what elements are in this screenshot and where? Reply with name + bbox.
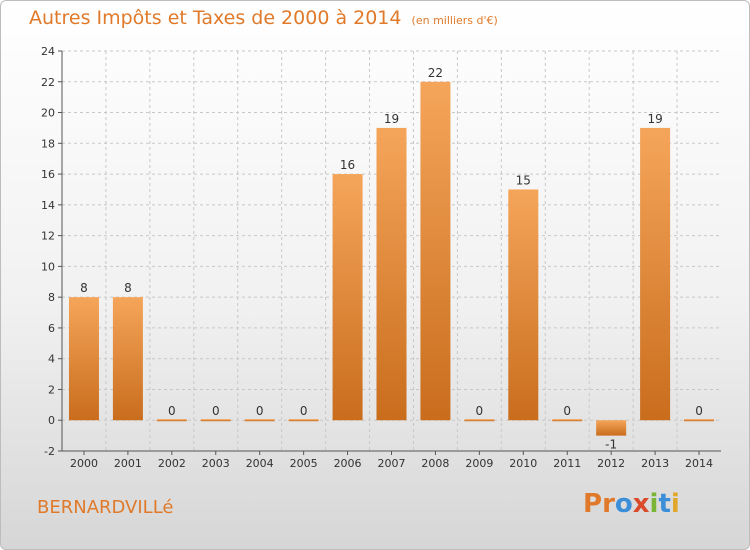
data-label: 8 (124, 281, 132, 295)
y-tick-label: 12 (41, 230, 55, 243)
logo-letter: t (658, 489, 671, 519)
logo-letter: r (602, 489, 615, 519)
y-tick-label: 6 (48, 322, 55, 335)
logo-letter: x (632, 489, 650, 519)
bar (420, 81, 451, 421)
bar (156, 419, 187, 422)
bar (332, 174, 363, 421)
bar (684, 419, 715, 422)
x-tick-label: 2012 (597, 457, 625, 470)
commune-name: BERNARDVILLé (37, 497, 174, 518)
x-tick-label: 2002 (158, 457, 186, 470)
x-tick-label: 2010 (509, 457, 537, 470)
y-tick-label: 10 (41, 260, 55, 273)
bar (640, 127, 671, 421)
data-label: 0 (212, 404, 220, 418)
proxiti-logo: Proxiti (583, 489, 680, 519)
data-label: 0 (695, 404, 703, 418)
bar (552, 419, 583, 422)
chart-unit: (en milliers d'€) (411, 14, 498, 27)
x-tick-label: 2008 (421, 457, 449, 470)
data-label: 16 (340, 158, 355, 172)
data-label: 19 (647, 112, 662, 126)
x-tick-label: 2000 (70, 457, 98, 470)
y-tick-label: 2 (48, 383, 55, 396)
bars (68, 81, 715, 436)
bar (508, 189, 539, 421)
x-tick-label: 2009 (465, 457, 493, 470)
x-tick-label: 2006 (334, 457, 362, 470)
data-label: -1 (605, 438, 617, 452)
bar (376, 127, 407, 421)
bar (596, 420, 627, 436)
data-label: 0 (563, 404, 571, 418)
y-tick-label: -2 (44, 445, 55, 458)
logo-letter: o (614, 489, 633, 519)
logo-letter: i (670, 489, 680, 519)
y-tick-label: 20 (41, 107, 55, 120)
data-label: 0 (256, 404, 264, 418)
bar (244, 419, 275, 422)
data-label: 15 (516, 173, 531, 187)
y-tick-label: 22 (41, 76, 55, 89)
data-label: 22 (428, 66, 443, 80)
data-label: 0 (476, 404, 484, 418)
bar (112, 297, 143, 421)
logo-letter: i (649, 489, 659, 519)
data-labels: 8 8 0 0 0 0 16 19 22 0 15 0 -1 19 0 (80, 66, 703, 452)
bar (200, 419, 231, 422)
y-tick-label: 24 (41, 45, 55, 58)
data-label: 0 (168, 404, 176, 418)
x-tick-label: 2013 (641, 457, 669, 470)
x-tick-label: 2001 (114, 457, 142, 470)
y-tick-label: 18 (41, 137, 55, 150)
y-tick-label: 0 (48, 414, 55, 427)
x-tick-label: 2004 (246, 457, 274, 470)
grid-lines (62, 50, 721, 452)
x-tick-label: 2014 (685, 457, 713, 470)
chart-title: Autres Impôts et Taxes de 2000 à 2014 (e… (29, 7, 498, 29)
data-label: 8 (80, 281, 88, 295)
y-tick-label: 4 (48, 353, 55, 366)
y-tick-label: 16 (41, 168, 55, 181)
bar (464, 419, 495, 422)
x-tick-label: 2011 (553, 457, 581, 470)
data-label: 19 (384, 112, 399, 126)
x-tick-label: 2005 (290, 457, 318, 470)
x-tick-label: 2003 (202, 457, 230, 470)
y-tick-label: 14 (41, 199, 55, 212)
x-tick-label: 2007 (378, 457, 406, 470)
chart-title-text: Autres Impôts et Taxes de 2000 à 2014 (29, 7, 402, 29)
data-label: 0 (300, 404, 308, 418)
y-tick-label: 8 (48, 291, 55, 304)
bar (288, 419, 319, 422)
logo-letter: P (583, 489, 603, 519)
bar (68, 297, 99, 421)
